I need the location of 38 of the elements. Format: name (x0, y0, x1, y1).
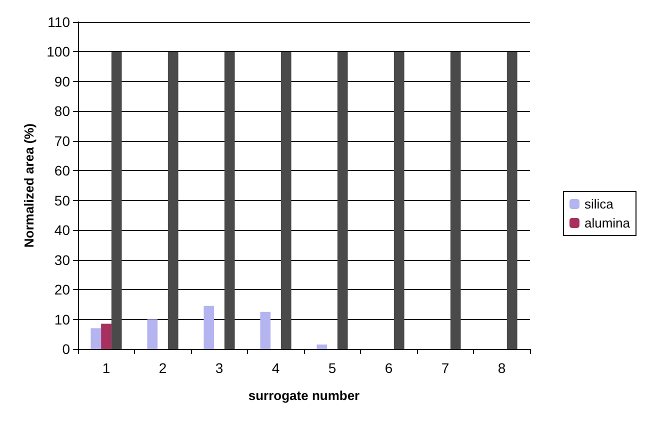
legend-label: alumina (584, 216, 631, 230)
bar (450, 52, 461, 349)
y-tick-label: 70 (54, 132, 70, 149)
x-tick-label: 8 (498, 360, 506, 376)
y-tick-label: 60 (54, 162, 70, 179)
bar (260, 312, 271, 349)
bar (224, 52, 235, 349)
bar (204, 306, 214, 349)
y-tick-label: 10 (54, 311, 70, 328)
x-tick-label: 3 (215, 360, 224, 376)
x-axis-title: surrogate number (248, 388, 360, 403)
x-tick-label: 1 (102, 360, 110, 376)
y-tick-label: 80 (54, 103, 70, 120)
bar (147, 319, 158, 349)
y-tick-label: 100 (46, 44, 70, 60)
bar (168, 52, 178, 349)
x-tick-label: 6 (384, 360, 393, 376)
y-axis-title: Normalized area (%) (22, 123, 37, 248)
bar (506, 52, 518, 349)
bar (101, 324, 112, 349)
legend-label: silica (584, 196, 614, 212)
y-tick-label: 20 (54, 282, 70, 298)
x-tick-label: 4 (272, 360, 280, 376)
x-tick-label: 7 (441, 360, 450, 376)
y-tick-label: 40 (54, 222, 70, 238)
y-tick-label: 90 (54, 73, 70, 90)
y-tick-label: 30 (54, 252, 70, 268)
y-tick-label: 0 (62, 341, 70, 357)
bar (90, 328, 102, 349)
x-tick-label: 5 (328, 360, 336, 376)
y-tick-label: 110 (48, 14, 70, 30)
bar (111, 52, 122, 349)
x-tick-label: 2 (158, 360, 167, 376)
bar (337, 52, 348, 349)
bar (394, 52, 404, 349)
bar (316, 344, 328, 349)
y-tick-label: 50 (54, 192, 70, 208)
bar (280, 52, 292, 349)
